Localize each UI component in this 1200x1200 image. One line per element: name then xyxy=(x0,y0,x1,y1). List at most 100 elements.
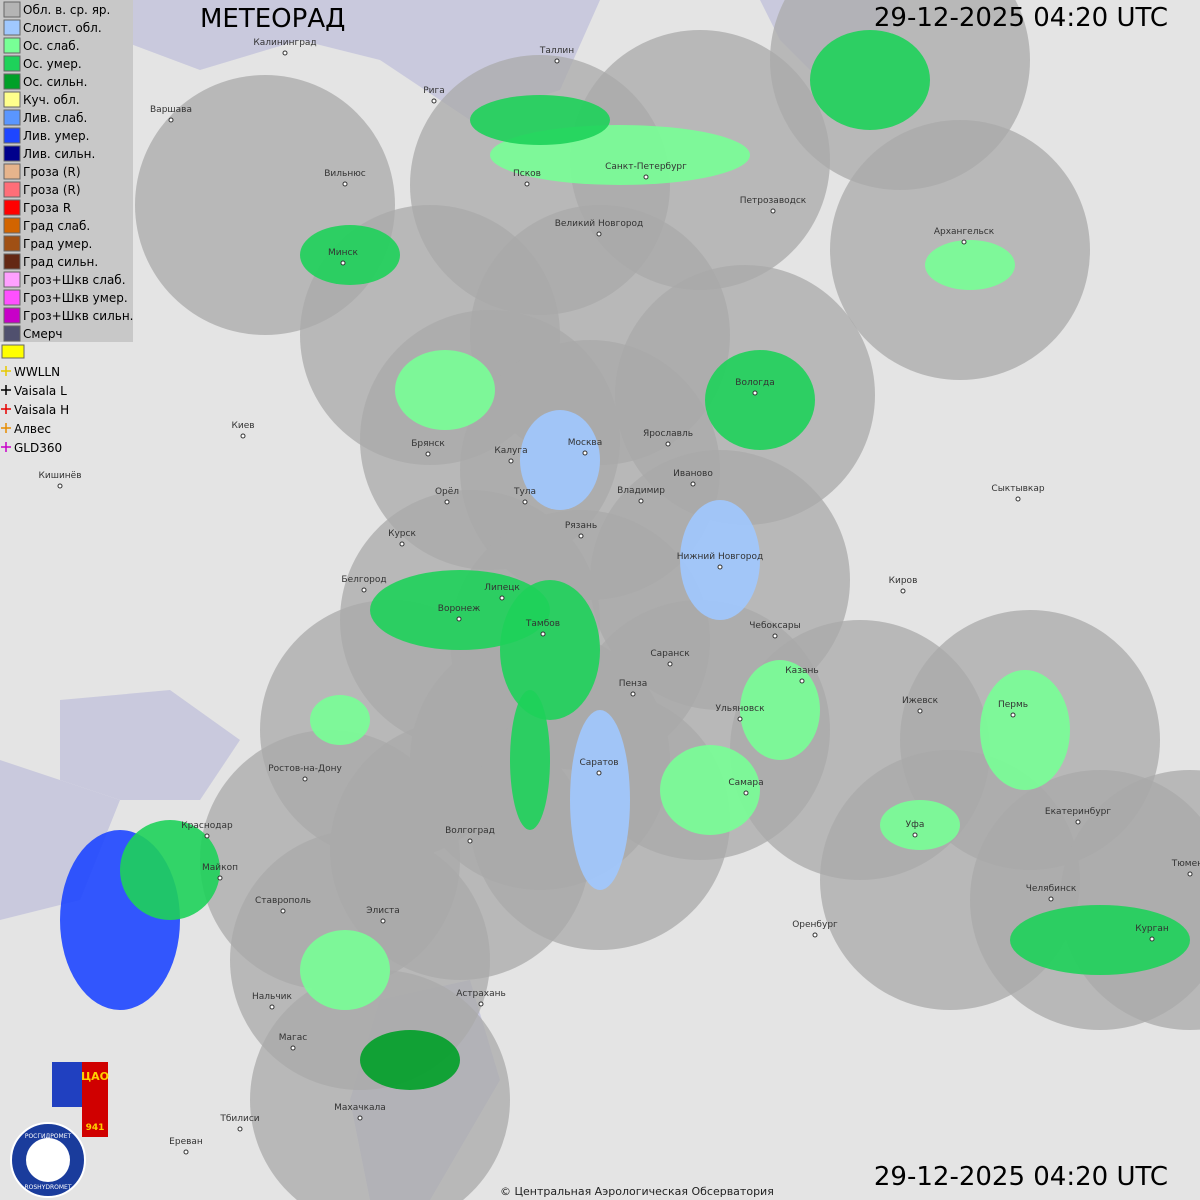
city-dot xyxy=(912,832,918,838)
city-dot xyxy=(1187,871,1193,877)
city-dot xyxy=(1149,936,1155,942)
city-label: Тюмень xyxy=(1171,859,1200,869)
city-label: Белгород xyxy=(341,575,386,585)
flag xyxy=(52,1062,82,1107)
city-dot xyxy=(812,932,818,938)
lightning-cross xyxy=(1,404,11,414)
city-label: Варшава xyxy=(150,105,192,115)
lightning-icon xyxy=(1,344,25,359)
city-label: Ульяновск xyxy=(715,704,765,714)
city-label: Тбилиси xyxy=(219,1114,259,1124)
city-label: Вильнюс xyxy=(324,169,366,179)
city-dot xyxy=(282,50,288,56)
city-label: Курган xyxy=(1135,924,1169,934)
city-label: Архангельск xyxy=(934,227,995,237)
city-label: Брянск xyxy=(411,439,445,449)
city-label: Тула xyxy=(513,487,536,497)
precip-area xyxy=(470,95,610,145)
logo: ЦАО 941 РОСГИДРОМЕТ ROSHYDROMET xyxy=(10,1062,109,1198)
precip-area xyxy=(310,695,370,745)
legend-label: Гроз+Шкв сильн. xyxy=(23,309,133,323)
city-dot xyxy=(582,450,588,456)
city-dot xyxy=(467,838,473,844)
legend-label: Ос. слаб. xyxy=(23,39,80,53)
city-label: Липецк xyxy=(484,583,520,593)
city-dot xyxy=(540,631,546,637)
city-dot xyxy=(554,58,560,64)
precip-area xyxy=(680,500,760,620)
precip-area xyxy=(520,410,600,510)
city-label: Санкт-Петербург xyxy=(605,162,687,172)
city-label: Казань xyxy=(785,666,818,676)
precip-area xyxy=(395,350,495,430)
city-label: Оренбург xyxy=(792,920,838,930)
lightning-cross xyxy=(1,442,11,452)
legend-label: Лив. умер. xyxy=(23,129,90,143)
city-label: Самара xyxy=(728,778,763,788)
city-dot xyxy=(204,833,210,839)
city-label: Рязань xyxy=(565,521,597,531)
city-dot xyxy=(1015,496,1021,502)
city-label: Элиста xyxy=(366,906,400,916)
city-label: Нальчик xyxy=(252,992,293,1002)
city-dot xyxy=(596,770,602,776)
timestamp-bottom: 29-12-2025 04:20 UTC xyxy=(874,1162,1168,1192)
city-dot xyxy=(770,208,776,214)
logo-agency-ru: РОСГИДРОМЕТ xyxy=(25,1133,72,1140)
city-label: Саранск xyxy=(650,649,690,659)
city-label: Ижевск xyxy=(902,696,939,706)
baltic-sea xyxy=(0,0,600,120)
city-label: Великий Новгород xyxy=(555,219,644,229)
city-label: Иваново xyxy=(673,469,713,479)
legend-label: Слоист. обл. xyxy=(23,21,102,35)
precip-area xyxy=(1010,905,1190,975)
lightning-label: WWLLN xyxy=(14,365,60,379)
lightning-cross xyxy=(1,423,11,433)
legend-swatch xyxy=(3,217,21,234)
city-dot xyxy=(667,661,673,667)
radar-circle xyxy=(250,970,510,1200)
precip-area xyxy=(980,670,1070,790)
legend-swatch xyxy=(3,181,21,198)
city-label: Майкоп xyxy=(202,863,238,873)
lightning-label: Vaisala L xyxy=(14,384,67,398)
legend-swatch xyxy=(3,55,21,72)
legend-label: Град слаб. xyxy=(23,219,90,233)
legend-swatch xyxy=(3,109,21,126)
city-label: Калининград xyxy=(253,38,316,48)
precip-area xyxy=(360,1030,460,1090)
emblem-center xyxy=(26,1138,70,1182)
city-dot xyxy=(524,181,530,187)
city-dot xyxy=(1010,712,1016,718)
precip-area xyxy=(300,930,390,1010)
city-dot xyxy=(168,117,174,123)
lightning-cross xyxy=(1,366,11,376)
legend-label: Обл. в. ср. яр. xyxy=(23,3,110,17)
city-label: Волгоград xyxy=(445,826,495,836)
city-dot xyxy=(342,181,348,187)
city-dot xyxy=(799,678,805,684)
city-dot xyxy=(280,908,286,914)
city-label: Ростов-на-Дону xyxy=(268,764,342,774)
legend-swatch xyxy=(3,271,21,288)
precipitation xyxy=(60,30,1190,1090)
city-label: Киев xyxy=(231,421,254,431)
timestamp-top: 29-12-2025 04:20 UTC xyxy=(874,3,1168,33)
city-label: Ярославль xyxy=(643,429,693,439)
city-label: Уфа xyxy=(906,820,925,830)
city-dot xyxy=(743,790,749,796)
precip-area xyxy=(740,660,820,760)
legend-swatch xyxy=(3,127,21,144)
city-label: Астрахань xyxy=(456,989,506,999)
legend-swatch xyxy=(3,163,21,180)
lightning-label: Vaisala H xyxy=(14,403,69,417)
precip-area xyxy=(120,820,220,920)
city-dot xyxy=(596,231,602,237)
precip-area xyxy=(925,240,1015,290)
city-dot xyxy=(380,918,386,924)
legend-label: Гроз+Шкв умер. xyxy=(23,291,128,305)
city-dot xyxy=(361,587,367,593)
city-label: Минск xyxy=(328,248,358,258)
city-labels: Калининград Таллин Рига Варшава Вильнюс Псков… xyxy=(38,38,1200,1155)
city-label: Тамбов xyxy=(525,619,560,629)
